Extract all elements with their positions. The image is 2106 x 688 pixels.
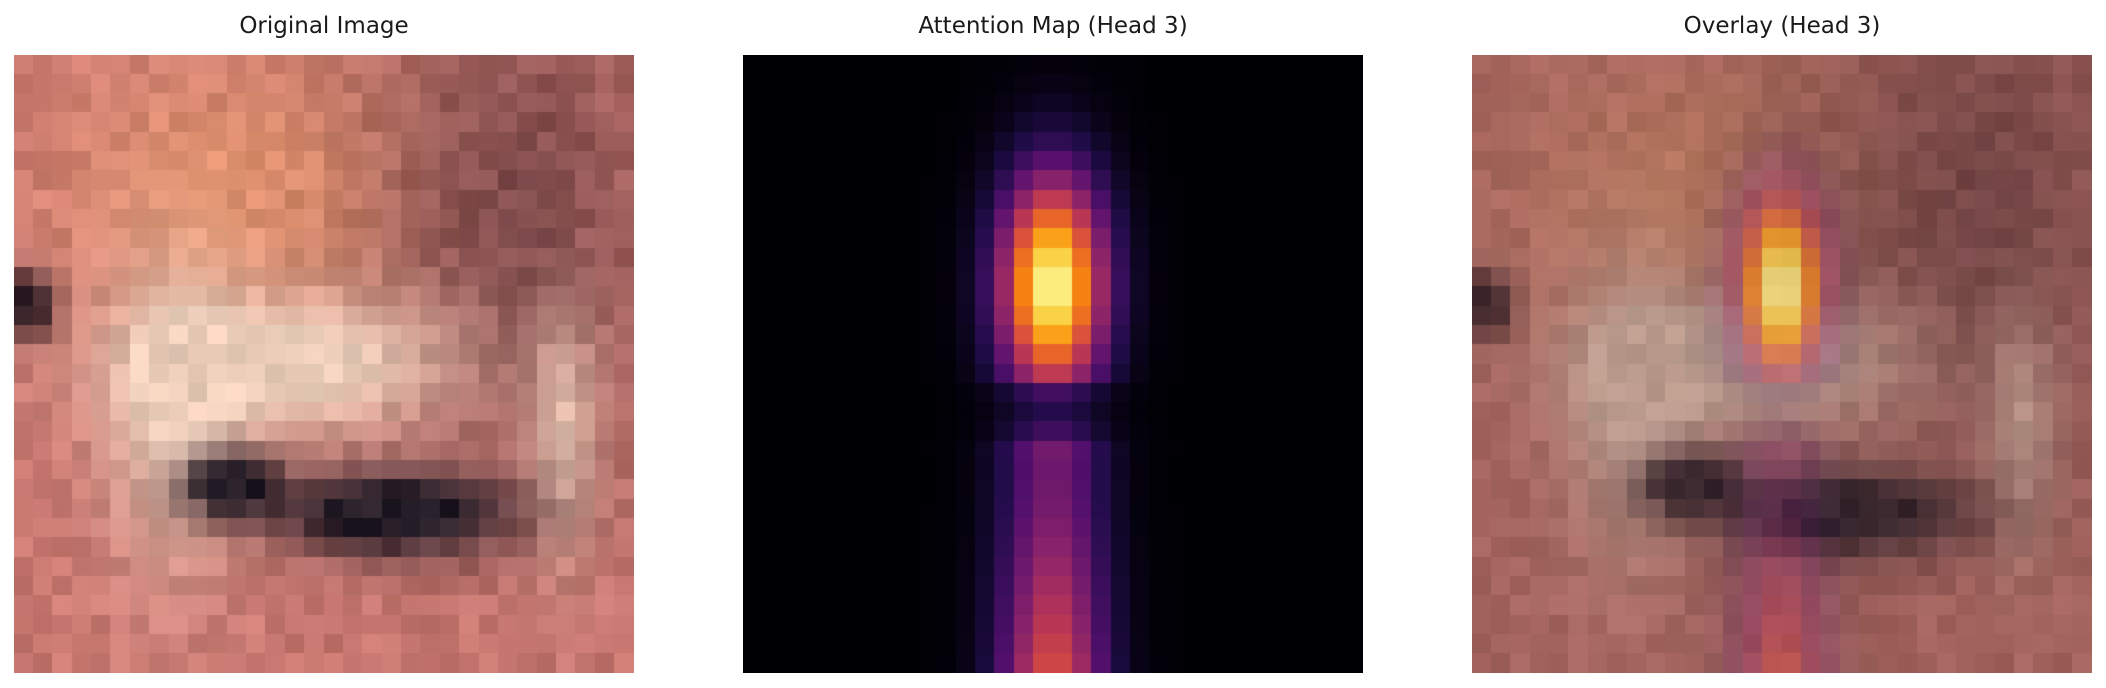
attention-map-canvas <box>743 55 1363 673</box>
panel-attention-map: Attention Map (Head 3) <box>743 0 1363 688</box>
overlay-canvas <box>1472 55 2092 673</box>
panel-overlay: Overlay (Head 3) <box>1472 0 2092 688</box>
panel-title-original: Original Image <box>239 13 409 39</box>
panel-original-image: Original Image <box>14 0 634 688</box>
panel-title-attention: Attention Map (Head 3) <box>918 13 1188 39</box>
panel-title-overlay: Overlay (Head 3) <box>1683 13 1881 39</box>
original-image-canvas <box>14 55 634 673</box>
